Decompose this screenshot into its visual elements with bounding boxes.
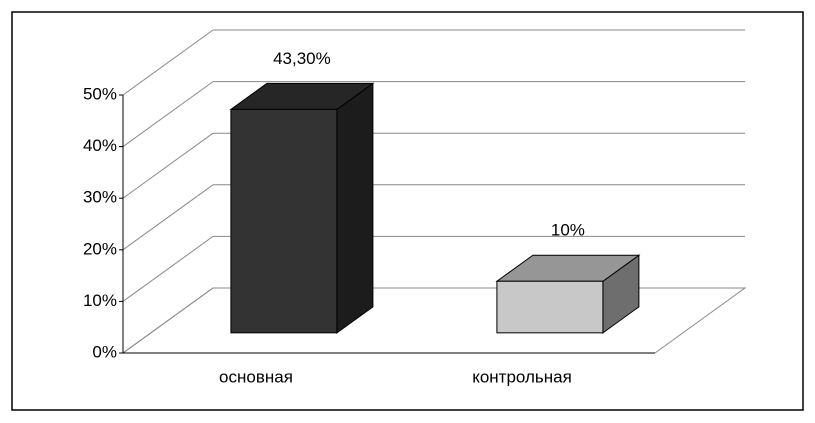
value-label: 10% xyxy=(551,221,585,240)
bar xyxy=(230,108,338,334)
y-tick-label: 30% xyxy=(83,188,117,207)
x-tick-label: основная xyxy=(219,367,293,386)
y-tick-label: 50% xyxy=(83,84,117,103)
grid-line xyxy=(122,184,214,251)
y-tick-label: 0% xyxy=(92,342,117,361)
grid-line xyxy=(122,29,214,96)
bar-side xyxy=(336,82,374,334)
y-tick-label: 20% xyxy=(83,239,117,258)
grid-line xyxy=(122,132,214,199)
y-tick-label: 10% xyxy=(83,291,117,310)
bar xyxy=(496,280,604,334)
x-tick-label: контрольная xyxy=(472,367,572,386)
grid-line xyxy=(122,287,214,354)
value-label: 43,30% xyxy=(273,49,331,68)
grid-line xyxy=(122,81,214,148)
grid-line xyxy=(122,235,214,302)
chart-frame xyxy=(11,11,804,411)
y-tick-label: 40% xyxy=(83,136,117,155)
